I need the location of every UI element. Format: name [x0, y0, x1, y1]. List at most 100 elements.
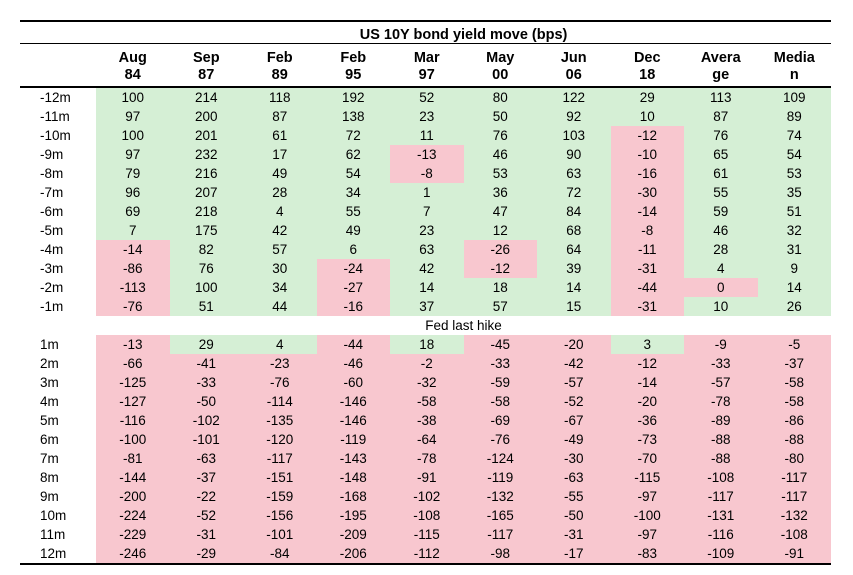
- value-cell: -31: [169, 525, 243, 544]
- value-cell: -127: [96, 392, 170, 411]
- value-cell: 52: [390, 87, 464, 107]
- value-cell: 62: [316, 145, 390, 164]
- row-label: 9m: [40, 489, 59, 504]
- value-cell: -52: [169, 506, 243, 525]
- value-cell: 74: [757, 126, 832, 145]
- value-cell: -119: [316, 430, 390, 449]
- value-cell: 61: [243, 126, 317, 145]
- value-cell: -116: [684, 525, 758, 544]
- value-cell: -91: [757, 544, 832, 565]
- value-cell: 90: [537, 145, 611, 164]
- value-cell: -135: [243, 411, 317, 430]
- value-cell: -70: [610, 449, 684, 468]
- table-row: -8m 79 216 49 54 -8 53 63 -16 61 53: [20, 164, 832, 183]
- value-cell: 97: [96, 107, 170, 126]
- value-cell: -146: [316, 392, 390, 411]
- value-cell: -88: [684, 430, 758, 449]
- row-label: -5m: [40, 223, 64, 238]
- value-cell: -58: [390, 392, 464, 411]
- value-cell: 96: [96, 183, 170, 202]
- value-cell: -67: [537, 411, 611, 430]
- value-cell: 61: [684, 164, 758, 183]
- value-cell: -113: [96, 278, 170, 297]
- value-cell: 175: [169, 221, 243, 240]
- value-cell: 0: [684, 278, 758, 297]
- row-label: -6m: [40, 204, 64, 219]
- value-cell: -12: [463, 259, 537, 278]
- value-cell: -89: [684, 411, 758, 430]
- value-cell: 63: [390, 240, 464, 259]
- value-cell: -66: [96, 354, 170, 373]
- value-cell: -55: [537, 487, 611, 506]
- value-cell: -86: [96, 259, 170, 278]
- value-cell: -22: [169, 487, 243, 506]
- yield-move-table: US 10Y bond yield move (bps) Aug 84 Sep 87 F…: [20, 20, 832, 565]
- value-cell: 89: [757, 107, 832, 126]
- value-cell: 29: [610, 87, 684, 107]
- value-cell: -76: [463, 430, 537, 449]
- row-label: 3m: [40, 375, 59, 390]
- value-cell: -206: [316, 544, 390, 565]
- value-cell: -5: [757, 335, 832, 354]
- value-cell: 28: [243, 183, 317, 202]
- column-header-line-2: 97: [418, 67, 435, 83]
- value-cell: -124: [463, 449, 537, 468]
- value-cell: -30: [537, 449, 611, 468]
- value-cell: -26: [463, 240, 537, 259]
- value-cell: 68: [537, 221, 611, 240]
- value-cell: -76: [96, 297, 170, 316]
- value-cell: -59: [463, 373, 537, 392]
- value-cell: -108: [684, 468, 758, 487]
- table-row: -10m 100 201 61 72 11 76 103 -12 76 74: [20, 126, 832, 145]
- value-cell: 76: [463, 126, 537, 145]
- column-header-line-1: Avera: [700, 50, 741, 66]
- value-cell: -84: [243, 544, 317, 565]
- value-cell: -224: [96, 506, 170, 525]
- value-cell: 42: [390, 259, 464, 278]
- value-cell: -44: [316, 335, 390, 354]
- value-cell: -119: [463, 468, 537, 487]
- value-cell: -10: [610, 145, 684, 164]
- value-cell: -80: [757, 449, 832, 468]
- value-cell: 35: [757, 183, 832, 202]
- row-label: 8m: [40, 470, 59, 485]
- row-label: 11m: [40, 527, 66, 542]
- value-cell: 138: [316, 107, 390, 126]
- value-cell: 103: [537, 126, 611, 145]
- value-cell: -12: [610, 354, 684, 373]
- value-cell: 100: [96, 126, 170, 145]
- value-cell: -17: [537, 544, 611, 565]
- row-label: -4m: [40, 242, 64, 257]
- value-cell: -120: [243, 430, 317, 449]
- value-cell: 34: [243, 278, 317, 297]
- value-cell: 76: [684, 126, 758, 145]
- value-cell: -8: [610, 221, 684, 240]
- value-cell: 17: [243, 145, 317, 164]
- value-cell: 46: [463, 145, 537, 164]
- row-label-header: [20, 43, 96, 88]
- value-cell: -148: [316, 468, 390, 487]
- value-cell: -101: [169, 430, 243, 449]
- value-cell: -97: [610, 525, 684, 544]
- row-label: 7m: [40, 451, 59, 466]
- value-cell: 55: [684, 183, 758, 202]
- value-cell: -57: [537, 373, 611, 392]
- value-cell: -229: [96, 525, 170, 544]
- column-header-line-1: Sep: [192, 50, 220, 66]
- value-cell: -195: [316, 506, 390, 525]
- value-cell: -12: [610, 126, 684, 145]
- value-cell: 14: [537, 278, 611, 297]
- value-cell: -101: [243, 525, 317, 544]
- value-cell: -44: [610, 278, 684, 297]
- value-cell: -11: [610, 240, 684, 259]
- column-header: Sep 87: [169, 43, 243, 88]
- value-cell: -116: [96, 411, 170, 430]
- value-cell: -102: [390, 487, 464, 506]
- value-cell: -23: [243, 354, 317, 373]
- title-row: US 10Y bond yield move (bps): [20, 20, 832, 44]
- column-header-line-1: Aug: [118, 50, 147, 66]
- row-label: 2m: [40, 356, 59, 371]
- value-cell: -81: [96, 449, 170, 468]
- value-cell: 109: [757, 87, 832, 107]
- table-title: US 10Y bond yield move (bps): [96, 20, 832, 44]
